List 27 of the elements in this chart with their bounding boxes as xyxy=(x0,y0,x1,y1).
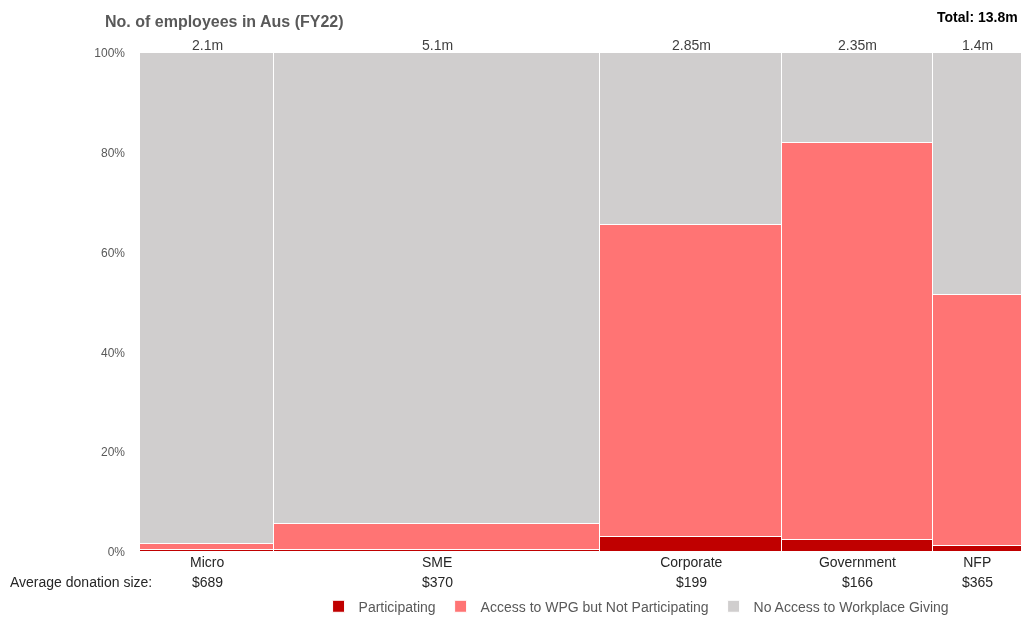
y-tick-label: 40% xyxy=(100,345,126,360)
text: Average donation size: xyxy=(10,574,153,590)
text: Total: 13.8m xyxy=(937,9,1018,25)
y-tick-label: 60% xyxy=(100,245,126,260)
legend-label: Participating xyxy=(358,598,436,615)
y-tick-label: 100% xyxy=(94,46,126,61)
x-tick-label: Government xyxy=(818,554,897,570)
annotation: 1.4m xyxy=(962,37,994,53)
legend-label: Access to WPG but Not Participating xyxy=(480,598,709,615)
x-tick-label: Corporate xyxy=(660,554,723,570)
annotation: 5.1m xyxy=(422,37,454,53)
y-tick-label: 20% xyxy=(100,445,126,460)
annotation: 2.1m xyxy=(192,37,224,53)
x-tick-label: Micro xyxy=(189,554,225,570)
x-tick-label: NFP xyxy=(963,554,992,570)
text: $689 xyxy=(192,574,224,590)
legend-label: No Access to Workplace Giving xyxy=(753,598,949,615)
x-tick-label: SME xyxy=(422,554,453,570)
y-tick-label: 80% xyxy=(100,146,126,160)
text: $166 xyxy=(842,574,874,590)
y-tick-label: 0% xyxy=(107,545,126,560)
annotation: 2.85m xyxy=(672,37,711,53)
text: $199 xyxy=(676,574,708,590)
text: $365 xyxy=(962,574,994,590)
text: $370 xyxy=(422,574,454,590)
annotation: 2.35m xyxy=(838,37,877,53)
chart-title: No. of employees in Aus (FY22) xyxy=(105,12,344,30)
